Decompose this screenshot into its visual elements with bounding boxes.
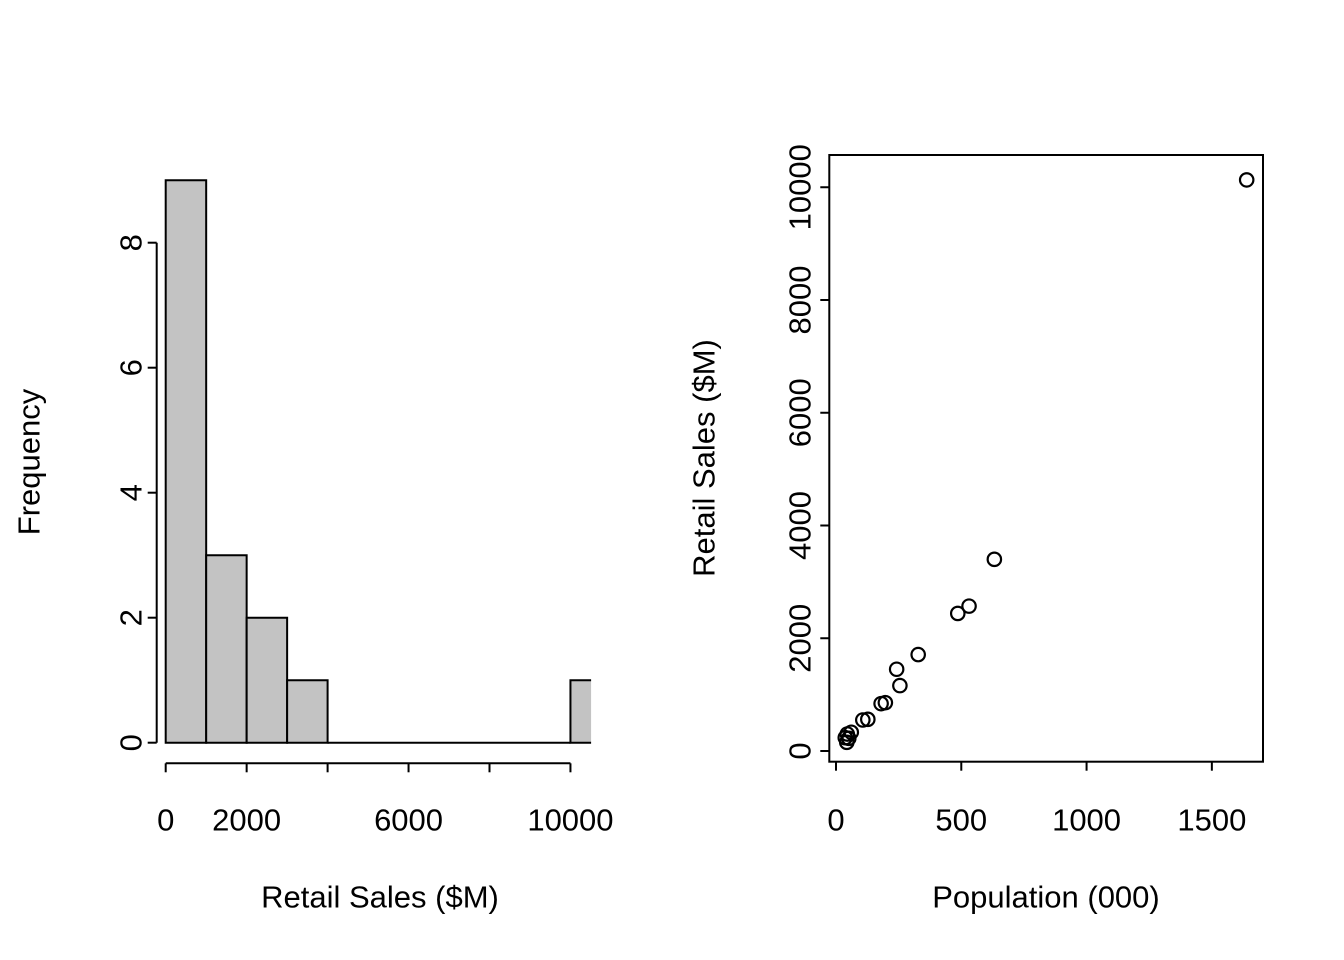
scatter-y-tick-label: 8000: [783, 266, 818, 335]
scatter-plot-box: [828, 154, 1264, 763]
histogram-panel: 0 2000 6000 10000 0 2 4 6 8 Retail Sales ($M) Freq…: [12, 179, 614, 915]
scatter-point: [949, 605, 966, 622]
hist-x-tick-label: 0: [157, 803, 174, 838]
hist-bar: [246, 617, 288, 743]
hist-y-tick-label: 8: [114, 234, 149, 251]
scatter-point: [892, 677, 908, 694]
hist-bar-border: [286, 679, 329, 744]
hist-bar: [287, 680, 328, 743]
scatter-panel: 0 500 1000 1500 0 2000 4000 6000 8000 10000 Popula…: [687, 144, 1264, 915]
hist-x-tick-label: 10000: [527, 803, 613, 838]
scatter-point: [860, 711, 876, 728]
scatter-point: [877, 694, 894, 711]
scatter-point: [855, 712, 871, 728]
hist-y-tick-label: 6: [114, 359, 149, 376]
scatter-point: [986, 551, 1003, 568]
hist-bar-border: [164, 179, 208, 744]
hist-bar: [165, 180, 207, 743]
scatter-y-tick-label: 2000: [783, 604, 818, 673]
hist-bar: [206, 555, 247, 743]
hist-x-axis-label: Retail Sales ($M): [261, 880, 499, 915]
scatter-point: [910, 646, 926, 663]
scatter-x-tick-label: 1000: [1052, 803, 1121, 838]
scatter-y-tick-label: 6000: [783, 378, 818, 447]
scatter-y-axis-label: Retail Sales ($M): [687, 339, 722, 577]
scatter-y-tick-label: 4000: [783, 491, 818, 560]
scatter-x-tick-label: 500: [935, 803, 987, 838]
hist-y-axis-label: Frequency: [12, 388, 47, 535]
scatter-point: [1238, 172, 1255, 188]
hist-bar: [570, 680, 592, 743]
hist-y-tick-label: 0: [114, 734, 149, 751]
hist-bar-border: [205, 554, 248, 744]
scatter-point: [888, 661, 905, 678]
hist-x-tick-label: 2000: [212, 803, 281, 838]
scatter-point: [843, 724, 860, 741]
scatter-y-tick-label: 0: [783, 742, 818, 759]
scatter-point: [961, 598, 977, 614]
hist-x-tick-label: 6000: [374, 803, 443, 838]
hist-y-tick-label: 2: [114, 609, 149, 626]
hist-y-tick-label: 4: [114, 484, 149, 501]
scatter-y-tick-label: 10000: [783, 144, 818, 230]
scatter-x-tick-label: 1500: [1177, 803, 1246, 838]
scatter-x-axis-label: Population (000): [932, 880, 1160, 915]
hist-bar-border: [569, 679, 592, 744]
scatter-x-tick-label: 0: [827, 803, 844, 838]
hist-bar-border: [245, 616, 289, 744]
